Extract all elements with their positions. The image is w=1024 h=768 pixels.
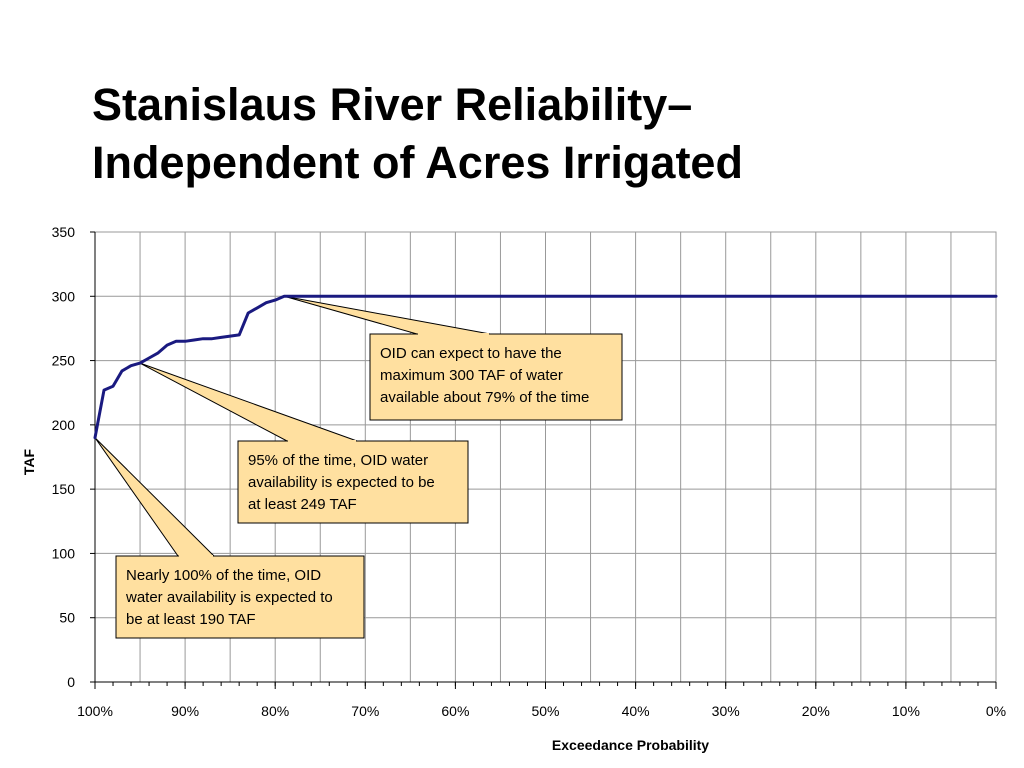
y-tick-label: 200	[52, 417, 76, 433]
callout-text-line: at least 249 TAF	[248, 496, 357, 513]
callout-text-line: be at least 190 TAF	[126, 611, 256, 628]
y-tick-label: 100	[52, 545, 76, 561]
x-tick-label: 80%	[261, 703, 289, 719]
y-tick-label: 50	[59, 610, 75, 626]
data-point	[220, 336, 222, 339]
x-tick-label: 90%	[171, 703, 199, 719]
callout-text-line: available about 79% of the time	[380, 389, 589, 406]
data-point	[202, 337, 204, 340]
callout-text-line: water availability is expected to	[125, 589, 333, 606]
data-point	[724, 295, 727, 298]
data-point	[175, 340, 177, 343]
data-point	[193, 339, 195, 341]
data-point	[265, 301, 267, 304]
data-point	[292, 295, 295, 298]
y-axis-title: TAF	[21, 448, 37, 475]
data-point	[283, 295, 286, 298]
data-point	[995, 295, 997, 298]
data-point	[112, 385, 114, 388]
data-point	[247, 312, 249, 314]
data-point	[103, 389, 105, 391]
slide-title-line-1: Stanislaus River Reliability–	[92, 79, 693, 130]
slide-title-line-2: Independent of Acres Irrigated	[92, 137, 743, 188]
callout-1: OID can expect to have the maximum 300 TA…	[284, 295, 623, 421]
y-tick-label: 250	[52, 353, 76, 369]
axes	[90, 231, 997, 689]
y-tick-label: 350	[52, 224, 76, 240]
x-tick-label: 10%	[892, 703, 920, 719]
data-point	[238, 334, 240, 336]
callout-box	[115, 555, 365, 639]
x-tick-label: 30%	[712, 703, 740, 719]
callout-text-line: availability is expected to be	[248, 474, 435, 491]
callout-box	[237, 440, 469, 524]
callout-3: Nearly 100% of the time, OID water availa…	[94, 437, 365, 639]
data-point	[139, 362, 141, 364]
x-tick-label: 60%	[441, 703, 469, 719]
data-point	[905, 295, 907, 298]
data-point	[815, 295, 817, 298]
y-tick-label: 150	[52, 481, 76, 497]
data-point	[94, 436, 96, 439]
callout-text-line: Nearly 100% of the time, OID	[126, 567, 321, 584]
data-point	[229, 335, 231, 337]
data-point	[166, 344, 168, 346]
data-point	[211, 337, 213, 340]
y-tick-label: 300	[52, 288, 76, 304]
callout-text-line: 95% of the time, OID water	[248, 452, 428, 469]
data-point	[184, 340, 186, 343]
data-point	[148, 357, 150, 359]
data-point	[130, 364, 132, 367]
data-point	[274, 299, 277, 301]
data-point	[634, 295, 637, 298]
x-tick-label: 70%	[351, 703, 379, 719]
data-point	[454, 295, 457, 298]
data-point	[121, 370, 123, 372]
x-tick-label: 40%	[622, 703, 650, 719]
callout-text-line: OID can expect to have the	[380, 345, 562, 362]
data-point	[364, 295, 367, 298]
x-tick-label: 100%	[77, 703, 113, 719]
data-point	[256, 307, 258, 309]
series	[93, 294, 998, 440]
callout-2: 95% of the time, OID water availability i…	[139, 362, 469, 524]
x-axis-title: Exceedance Probability	[552, 737, 709, 753]
y-tick-label: 0	[67, 674, 75, 690]
data-point	[157, 352, 159, 354]
x-tick-label: 50%	[531, 703, 559, 719]
x-tick-label: 20%	[802, 703, 830, 719]
callout-box	[369, 333, 623, 421]
data-point	[544, 295, 547, 298]
callout-text-line: maximum 300 TAF of water	[380, 367, 563, 384]
x-tick-label: 0%	[986, 703, 1006, 719]
slide-title: Stanislaus River Reliability– Independen…	[92, 76, 743, 192]
axis-labels: 0 50 100 150 200 250 300 350 100% 90% 80% 70% 60% 50%…	[21, 224, 1006, 753]
callouts: OID can expect to have the maximum 300 TA…	[94, 295, 623, 639]
